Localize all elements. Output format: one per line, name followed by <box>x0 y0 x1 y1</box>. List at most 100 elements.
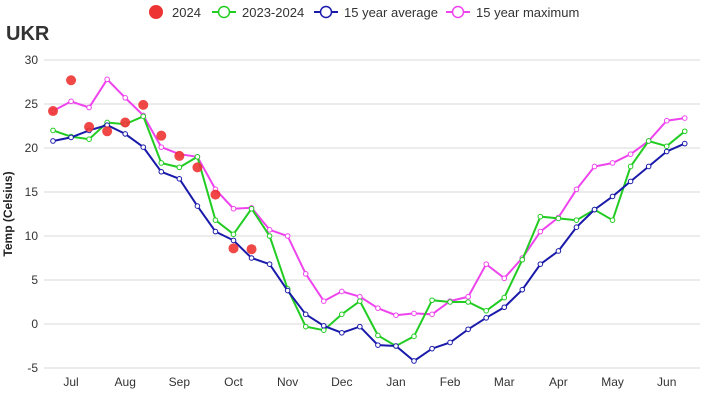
data-point <box>266 261 273 267</box>
series-15-year-average <box>50 122 688 364</box>
x-tick-label: Feb <box>440 375 461 389</box>
x-tick-label: Aug <box>115 375 136 389</box>
y-tick-label: 10 <box>25 229 39 243</box>
data-point <box>519 286 526 293</box>
data-point <box>140 144 147 150</box>
series-2024 <box>48 75 257 255</box>
data-point <box>393 312 399 319</box>
y-axis-ticks: -5 0 5 10 15 20 25 30 <box>25 53 39 375</box>
data-point <box>555 248 562 254</box>
x-tick-label: Nov <box>277 375 298 389</box>
x-axis-ticks: Jul Aug Sep Oct Nov Dec Jan Feb Mar Apr May Jun <box>63 375 676 389</box>
data-point <box>681 140 688 147</box>
data-point <box>609 217 616 223</box>
data-point <box>320 322 327 329</box>
legend-label: 15 year maximum <box>476 5 579 20</box>
series-2023-2024 <box>50 113 688 349</box>
data-point <box>210 189 221 200</box>
data-point <box>681 128 688 135</box>
data-point <box>266 227 273 233</box>
data-point <box>537 213 544 220</box>
legend-marker <box>319 5 333 19</box>
data-point <box>411 333 417 340</box>
data-point <box>465 293 471 300</box>
data-point <box>537 261 544 267</box>
data-point <box>339 288 345 295</box>
legend-marker <box>451 5 465 19</box>
data-point <box>465 299 471 305</box>
data-point <box>158 168 165 175</box>
series-line <box>52 77 685 317</box>
x-tick-label: May <box>601 375 624 389</box>
data-point <box>68 98 74 105</box>
data-point <box>320 298 327 304</box>
series-layer <box>48 75 688 364</box>
data-point <box>194 203 201 209</box>
y-tick-label: -5 <box>27 361 38 375</box>
legend-item: 15 year maximum <box>446 5 579 20</box>
data-point <box>228 243 239 254</box>
legend-marker <box>149 5 163 19</box>
data-point <box>212 228 219 235</box>
data-point <box>645 163 652 170</box>
data-point <box>339 330 345 336</box>
legend-label: 15 year average <box>344 5 438 20</box>
data-point <box>483 261 490 267</box>
data-point <box>86 136 92 142</box>
legend-item: 2023-2024 <box>212 5 304 20</box>
chart-title: UKR <box>6 23 50 45</box>
data-point <box>248 205 255 212</box>
data-point <box>465 326 471 333</box>
legend-item: 2024 <box>149 5 201 20</box>
y-tick-label: 20 <box>25 141 39 155</box>
data-point <box>429 345 435 352</box>
data-point <box>591 206 598 213</box>
data-point <box>122 95 128 101</box>
data-point <box>483 308 490 314</box>
data-point <box>627 178 634 185</box>
data-point <box>429 311 435 318</box>
y-tick-label: 30 <box>25 53 39 67</box>
data-point <box>393 343 399 349</box>
data-point <box>50 138 56 144</box>
data-point <box>284 287 291 294</box>
data-point <box>609 160 616 166</box>
data-point <box>375 342 381 348</box>
legend-label: 2023-2024 <box>242 5 304 20</box>
x-tick-label: Oct <box>224 375 243 389</box>
data-point <box>501 294 508 301</box>
data-point <box>246 244 257 255</box>
data-point <box>447 339 453 346</box>
y-tick-label: 15 <box>25 185 39 199</box>
data-point <box>248 255 255 261</box>
series-line <box>52 114 686 348</box>
data-point <box>176 164 183 171</box>
data-point <box>156 130 167 141</box>
data-point <box>84 121 95 132</box>
y-tick-label: 5 <box>31 273 38 287</box>
x-tick-label: Jun <box>657 375 676 389</box>
data-point <box>375 305 381 311</box>
data-point <box>483 315 490 321</box>
legend-label: 2024 <box>172 5 201 20</box>
data-point <box>537 228 544 235</box>
data-point <box>212 217 219 223</box>
data-point <box>120 117 131 128</box>
data-point <box>375 332 381 339</box>
data-point <box>573 217 580 223</box>
data-point <box>663 148 670 155</box>
y-tick-label: 25 <box>25 97 39 111</box>
data-point <box>681 115 688 121</box>
data-point <box>302 323 309 330</box>
data-point <box>555 215 562 222</box>
data-point <box>411 310 417 317</box>
data-point <box>627 151 634 157</box>
data-point <box>645 138 652 144</box>
legend-item: 15 year average <box>314 5 438 20</box>
data-point <box>591 163 598 170</box>
data-point <box>609 193 616 200</box>
data-point <box>266 233 273 239</box>
data-point <box>302 271 309 277</box>
x-tick-label: Apr <box>549 375 568 389</box>
